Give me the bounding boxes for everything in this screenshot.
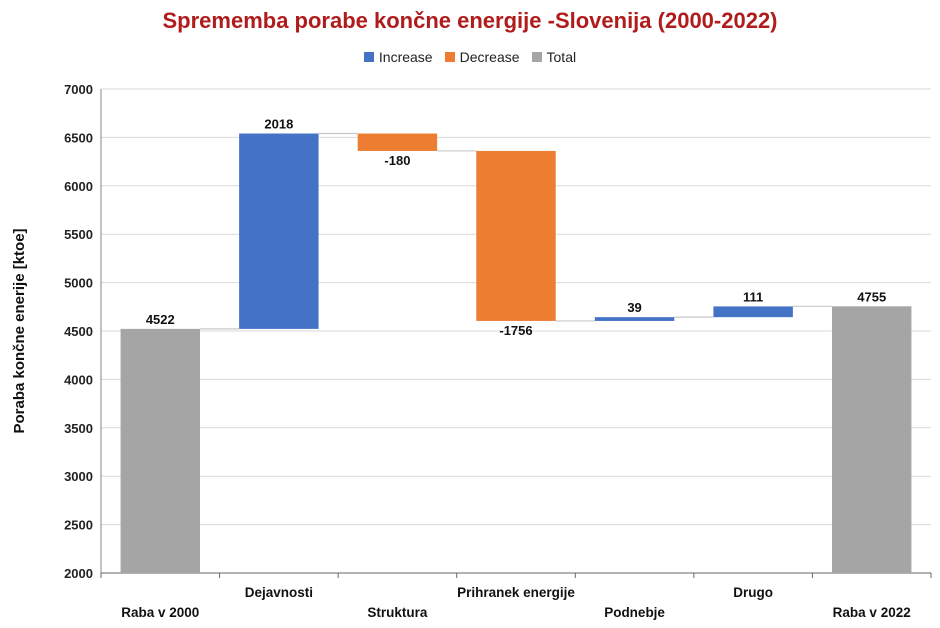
- data-label: 4755: [857, 289, 886, 304]
- data-label: 39: [627, 300, 641, 315]
- chart-title: Sprememba porabe končne energije -Sloven…: [162, 8, 778, 33]
- y-tick-label: 2000: [64, 566, 93, 581]
- data-label: -1756: [499, 323, 532, 338]
- legend-item-total: Total: [531, 49, 577, 65]
- x-tick-label: Raba v 2022: [833, 605, 911, 620]
- bar-decrease: [476, 150, 556, 321]
- x-tick-label: Raba v 2000: [121, 605, 199, 620]
- x-tick-label: Podnebje: [604, 605, 665, 620]
- x-tick-label: Struktura: [367, 605, 428, 620]
- x-tick-label: Dejavnosti: [245, 585, 313, 600]
- y-tick-label: 4500: [64, 324, 93, 339]
- data-label: 111: [743, 289, 763, 304]
- y-tick-label: 3000: [64, 469, 93, 484]
- x-tick-label: Drugo: [733, 585, 773, 600]
- legend-label: Total: [546, 49, 577, 65]
- bar-increase: [594, 317, 675, 321]
- bar-increase: [239, 133, 319, 329]
- legend-item-increase: Increase: [363, 49, 433, 65]
- legend: Increase Decrease Total: [0, 49, 940, 65]
- legend-item-decrease: Decrease: [444, 49, 520, 65]
- y-axis-title: Poraba končne enerije [ktoe]: [11, 228, 28, 433]
- y-tick-label: 5500: [64, 227, 93, 242]
- legend-swatch: [531, 52, 542, 62]
- y-tick-label: 6500: [64, 130, 93, 145]
- data-label: -180: [384, 153, 410, 168]
- y-tick-label: 2500: [64, 518, 93, 533]
- y-tick-label: 5000: [64, 276, 93, 291]
- y-tick-label: 4000: [64, 372, 93, 387]
- y-tick-label: 6000: [64, 179, 93, 194]
- y-tick-label: 7000: [64, 82, 93, 97]
- legend-label: Decrease: [459, 49, 520, 65]
- legend-swatch: [363, 52, 374, 62]
- bar-increase: [713, 306, 793, 318]
- legend-label: Increase: [378, 49, 433, 65]
- bar-total: [831, 306, 912, 573]
- bar-total: [120, 328, 201, 573]
- x-tick-label: Prihranek energije: [457, 585, 575, 600]
- data-label: 2018: [264, 117, 293, 132]
- legend-swatch: [444, 52, 455, 62]
- data-label: 4522: [146, 312, 175, 327]
- y-tick-label: 3500: [64, 421, 93, 436]
- bar-decrease: [357, 133, 438, 151]
